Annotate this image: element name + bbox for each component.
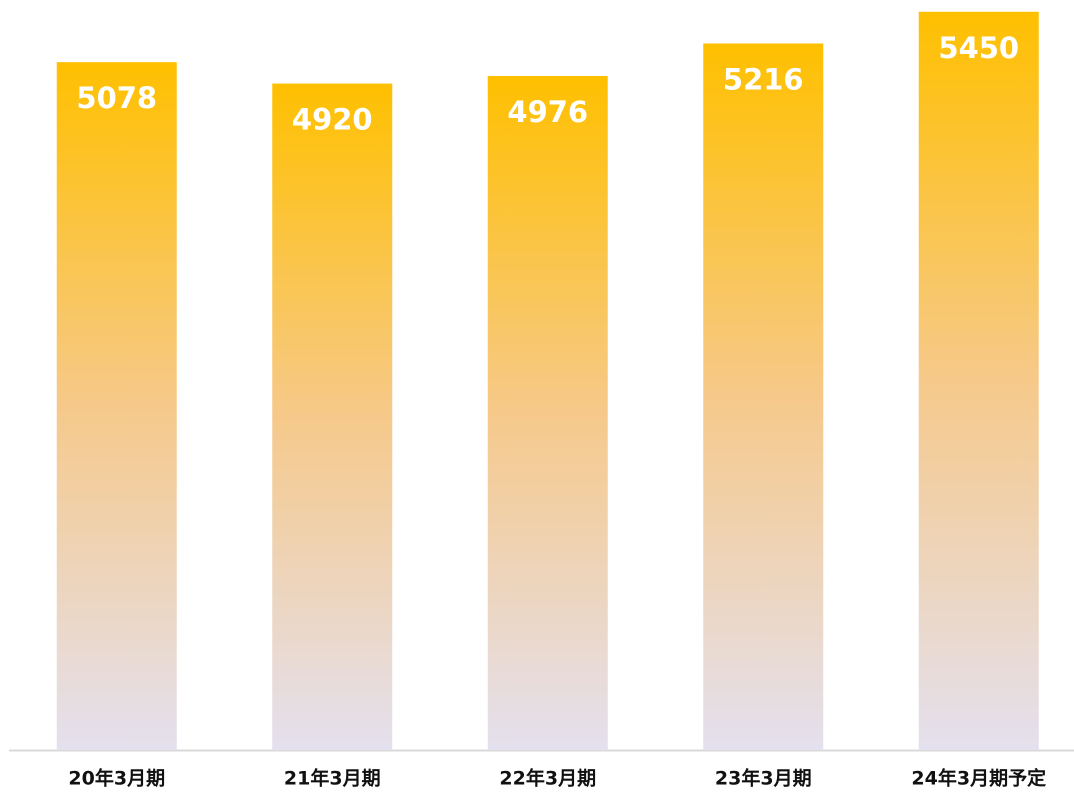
x-tick-label: 22年3月期 (499, 767, 596, 790)
x-tick-label: 23年3月期 (715, 767, 812, 790)
x-tick-label: 24年3月期予定 (911, 767, 1046, 790)
x-tick-label: 20年3月期 (68, 767, 165, 790)
bar (272, 83, 393, 750)
x-tick-label: 21年3月期 (284, 767, 381, 790)
value-label: 4920 (292, 103, 373, 137)
value-label: 5450 (938, 31, 1019, 65)
value-label: 5216 (723, 62, 804, 96)
bar (918, 11, 1039, 751)
bar (703, 43, 824, 750)
value-label: 5078 (76, 81, 157, 115)
bar (56, 62, 177, 751)
value-label: 4976 (507, 95, 588, 129)
bar (487, 75, 608, 751)
